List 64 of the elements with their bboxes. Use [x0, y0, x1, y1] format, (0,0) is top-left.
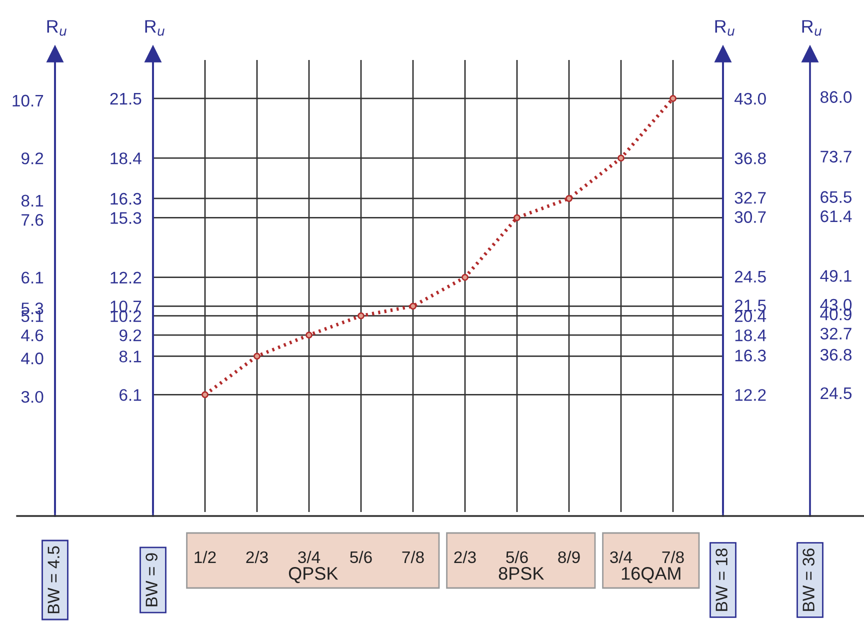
y2-tick-label: 30.7 — [734, 211, 766, 223]
text: 16QAM — [622, 567, 680, 584]
y-tick-label: 18.4 — [110, 152, 142, 164]
point — [462, 274, 468, 281]
y-tick-label: 6.1 — [120, 389, 142, 401]
text: 65.5 — [820, 191, 852, 203]
y2-tick-label: 12.2 — [735, 389, 766, 401]
point — [306, 332, 312, 339]
point — [358, 312, 364, 320]
point — [618, 154, 624, 162]
y3-tick-label: 4.0 — [21, 352, 44, 364]
point — [566, 195, 572, 202]
text: 86.0 — [820, 91, 852, 103]
text: QPSK — [288, 567, 338, 584]
y-tick-label: 16.3 — [110, 192, 142, 205]
x-tick-label: 7/8 — [662, 550, 684, 564]
y2-tick-label: 16.3 — [735, 350, 766, 362]
x-tick-label: 5/6 — [350, 550, 372, 564]
y3-tick-label: 4.6 — [21, 329, 44, 342]
text: BW = 4.5 — [48, 546, 60, 614]
x-tick-label: 3/4 — [298, 550, 320, 564]
x-tick-label: 1/2 — [194, 550, 216, 564]
text: BW = 18 — [716, 548, 728, 611]
y-tick-label: 8.1 — [119, 350, 142, 362]
point — [514, 214, 520, 222]
y2-tick-label: 18.4 — [735, 329, 766, 342]
text: 61.4 — [820, 210, 852, 222]
x-tick-label: 8/9 — [558, 550, 580, 564]
y-tick-label: 9.2 — [120, 329, 142, 342]
point — [254, 352, 260, 360]
x-tick-label: 2/3 — [246, 550, 268, 564]
y2-tick-label: 36.8 — [734, 152, 766, 164]
y3-tick-label: 6.1 — [22, 272, 44, 284]
x-tick-label: 5/6 — [506, 550, 528, 564]
y-tick-label: 21.5 — [110, 92, 142, 105]
y-tick-label: 15.3 — [110, 212, 142, 224]
text: 36.8 — [820, 348, 852, 361]
y3-tick-label: 3.0 — [21, 390, 44, 403]
text: 32.7 — [820, 328, 852, 340]
y2-tick-label: 24.5 — [734, 270, 766, 283]
x-tick-label: 2/3 — [454, 550, 476, 564]
text: R$_{u}$ — [802, 20, 822, 36]
point — [410, 302, 416, 310]
y-tick-label: 12.2 — [110, 272, 142, 284]
text: BW = 36 — [802, 548, 814, 611]
y3-axis-title: R$_{u}$ — [47, 20, 66, 36]
text: 49.1 — [820, 270, 852, 282]
point — [202, 391, 208, 398]
y3-tick-label: 7.6 — [22, 214, 44, 226]
y2-tick-label: 43.0 — [734, 92, 766, 105]
text: 73.7 — [820, 150, 852, 163]
y2-axis-title: R$_{u}$ — [715, 20, 734, 36]
y2-tick-label: 32.7 — [734, 192, 766, 204]
x-tick-label: 3/4 — [610, 550, 632, 564]
y-axis-title: R$_{u}$ — [145, 20, 164, 36]
text: BW = 9 — [146, 553, 158, 606]
y3-tick-label: 8.1 — [21, 194, 44, 207]
point — [670, 94, 676, 102]
text: 24.5 — [820, 387, 852, 400]
x-tick-label: 7/8 — [402, 550, 424, 564]
y3-tick-label: 10.7 — [12, 94, 44, 107]
y3-tick-label: 9.2 — [22, 152, 44, 164]
text: 8PSK — [498, 567, 544, 580]
y2-tick-label: 20.4 — [734, 310, 766, 322]
